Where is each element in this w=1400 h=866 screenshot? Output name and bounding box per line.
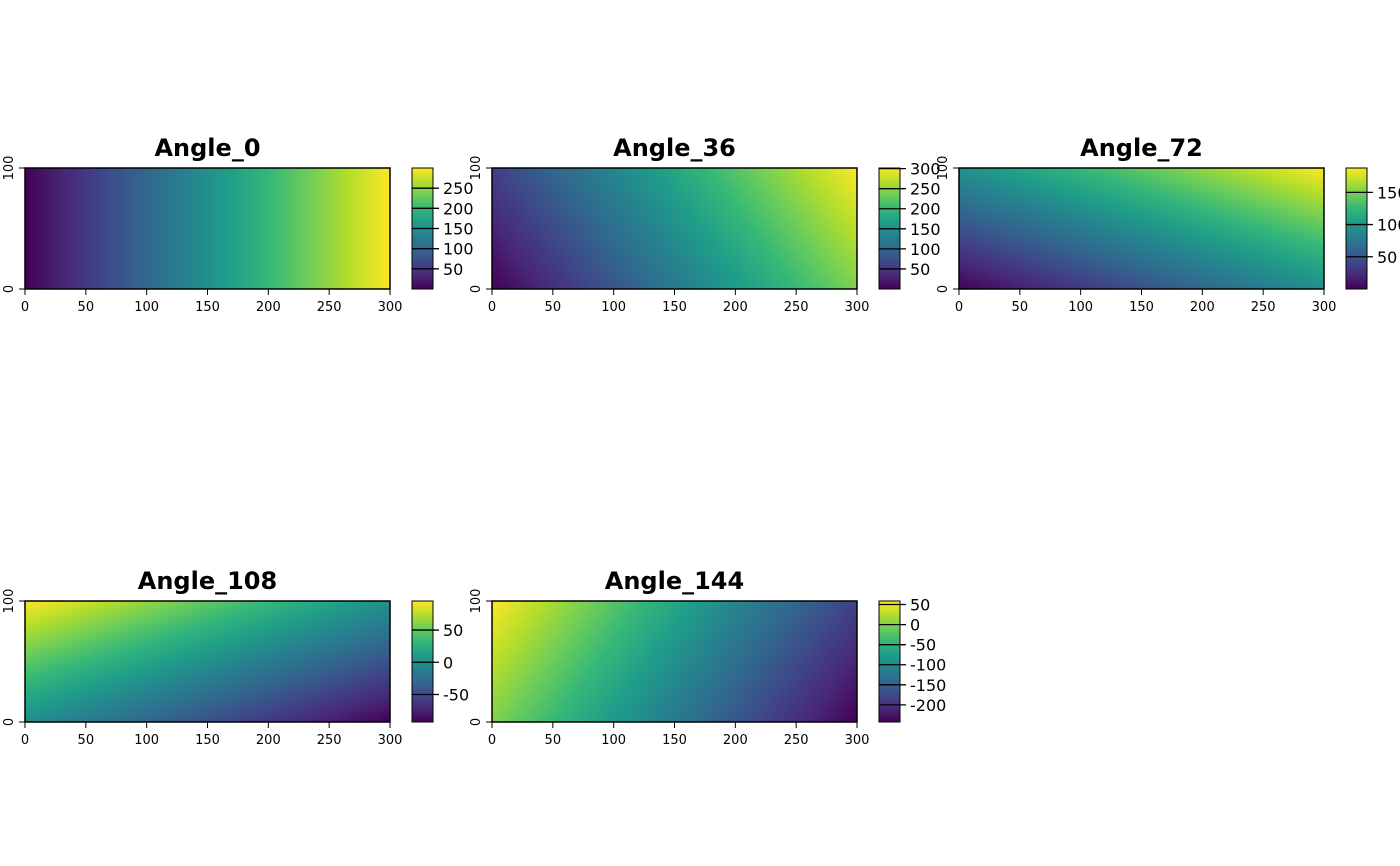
- x-tick-label: 250: [317, 300, 342, 315]
- colorbar-tick-label: 300: [910, 160, 941, 179]
- panel-angle-0: Angle_00 50 100 150 200 250 300010050100150200…: [2, 134, 474, 315]
- x-tick-label: 200: [723, 733, 748, 748]
- x-tick-label: 150: [662, 733, 687, 748]
- x-tick-label: 0: [21, 300, 29, 315]
- y-tick-label: 100: [2, 156, 17, 181]
- x-tick-label: 150: [195, 733, 220, 748]
- x-tick-label: 50: [545, 733, 562, 748]
- panel-angle-36: Angle_360 50 100 150 200 250 30001005010015020…: [469, 134, 941, 315]
- colorbar-tick-label: 0: [910, 616, 920, 635]
- raster-image: [959, 168, 1324, 289]
- colorbar-tick-label: 50: [443, 621, 463, 640]
- x-tick-label: 250: [784, 300, 809, 315]
- x-tick-label: 150: [1129, 300, 1154, 315]
- colorbar-tick-label: -50: [910, 636, 936, 655]
- raster-image: [25, 168, 390, 289]
- colorbar-tick-label: 200: [443, 199, 474, 218]
- y-tick-label: 0: [936, 285, 951, 293]
- x-tick-label: 100: [601, 300, 626, 315]
- x-tick-label: 200: [723, 300, 748, 315]
- colorbar-tick-label: 100: [443, 240, 474, 259]
- x-tick-label: 200: [256, 733, 281, 748]
- raster-image: [25, 601, 390, 722]
- y-tick-label: 0: [2, 285, 17, 293]
- colorbar-tick-label: -150: [910, 676, 946, 695]
- x-tick-label: 250: [1251, 300, 1276, 315]
- y-tick-label: 0: [469, 718, 484, 726]
- raster-image: [492, 601, 857, 722]
- x-tick-label: 50: [78, 300, 95, 315]
- x-tick-label: 250: [784, 733, 809, 748]
- colorbar-tick-label: 50: [910, 596, 930, 615]
- x-tick-label: 50: [78, 733, 95, 748]
- y-tick-label: 100: [936, 156, 951, 181]
- colorbar-tick-label: 200: [910, 200, 941, 219]
- panel-title: Angle_108: [138, 567, 277, 595]
- x-tick-label: 50: [545, 300, 562, 315]
- colorbar-tick-label: 100: [910, 240, 941, 259]
- x-tick-label: 300: [845, 300, 870, 315]
- y-tick-label: 100: [469, 589, 484, 614]
- panel-angle-108: Angle_108 0 50 100 150 200 250 300 0 100 -50 0 50: [2, 567, 469, 748]
- x-tick-label: 0: [21, 733, 29, 748]
- colorbar: [411, 600, 434, 723]
- colorbar: [1345, 167, 1368, 290]
- raster-image: [492, 168, 857, 289]
- y-tick-label: 100: [2, 589, 17, 614]
- colorbar-tick-label: 0: [443, 653, 453, 672]
- colorbar-tick-label: 250: [443, 179, 474, 198]
- panel-title: Angle_72: [1080, 134, 1203, 162]
- x-tick-label: 300: [1312, 300, 1337, 315]
- y-tick-label: 100: [469, 156, 484, 181]
- x-tick-label: 150: [662, 300, 687, 315]
- x-tick-label: 150: [195, 300, 220, 315]
- colorbar-tick-label: 150: [910, 220, 941, 239]
- colorbar-tick-label: 50: [443, 260, 463, 279]
- panel-title: Angle_144: [605, 567, 744, 595]
- colorbar-tick-label: 150: [1377, 183, 1400, 202]
- colorbar-tick-label: -200: [910, 696, 946, 715]
- colorbar: [878, 600, 901, 723]
- colorbar-tick-label: 50: [1377, 248, 1397, 267]
- x-tick-label: 300: [378, 300, 403, 315]
- colorbar-tick-label: 150: [443, 220, 474, 239]
- x-tick-label: 100: [134, 733, 159, 748]
- x-tick-label: 0: [488, 300, 496, 315]
- colorbar-tick-label: -100: [910, 656, 946, 675]
- panel-title: Angle_0: [154, 134, 260, 162]
- x-tick-label: 200: [1190, 300, 1215, 315]
- x-tick-label: 200: [256, 300, 281, 315]
- colorbar-tick-label: 100: [1377, 216, 1400, 235]
- x-tick-label: 100: [134, 300, 159, 315]
- x-tick-label: 0: [955, 300, 963, 315]
- x-tick-label: 100: [1068, 300, 1093, 315]
- panel-angle-72: Angle_72 0 50 100 150 200 250 300 0 100 50 100 150: [936, 134, 1400, 315]
- x-tick-label: 0: [488, 733, 496, 748]
- x-tick-label: 100: [601, 733, 626, 748]
- x-tick-label: 50: [1012, 300, 1029, 315]
- x-tick-label: 300: [378, 733, 403, 748]
- panel-title: Angle_36: [613, 134, 736, 162]
- x-tick-label: 250: [317, 733, 342, 748]
- colorbar-tick-label: 250: [910, 180, 941, 199]
- colorbar-tick-label: -50: [443, 685, 469, 704]
- y-tick-label: 0: [469, 285, 484, 293]
- colorbar-tick-label: 50: [910, 260, 930, 279]
- y-tick-label: 0: [2, 718, 17, 726]
- x-tick-label: 300: [845, 733, 870, 748]
